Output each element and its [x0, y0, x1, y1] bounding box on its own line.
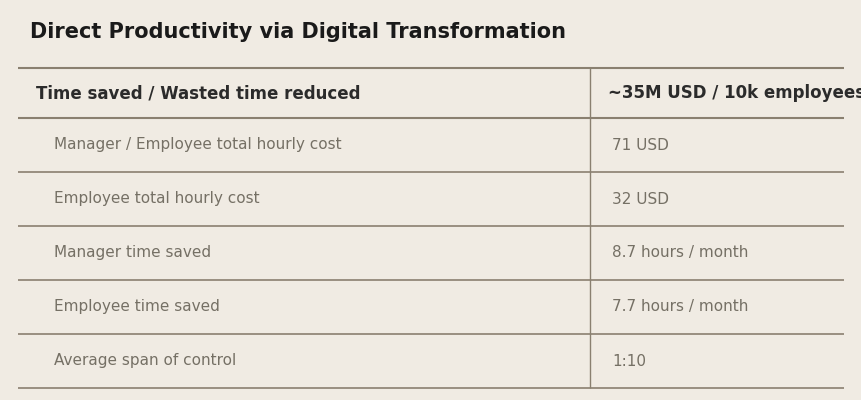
Text: Employee total hourly cost: Employee total hourly cost [54, 192, 259, 206]
Text: Manager / Employee total hourly cost: Manager / Employee total hourly cost [54, 138, 341, 152]
Text: 32 USD: 32 USD [611, 192, 668, 206]
Text: Average span of control: Average span of control [54, 354, 236, 368]
Text: Employee time saved: Employee time saved [54, 300, 220, 314]
Text: 8.7 hours / month: 8.7 hours / month [611, 246, 747, 260]
Text: 71 USD: 71 USD [611, 138, 668, 152]
Text: Manager time saved: Manager time saved [54, 246, 211, 260]
Text: Time saved / Wasted time reduced: Time saved / Wasted time reduced [36, 84, 360, 102]
Text: 7.7 hours / month: 7.7 hours / month [611, 300, 747, 314]
Text: Direct Productivity via Digital Transformation: Direct Productivity via Digital Transfor… [30, 22, 566, 42]
Text: ~35M USD / 10k employees: ~35M USD / 10k employees [607, 84, 861, 102]
Text: 1:10: 1:10 [611, 354, 645, 368]
